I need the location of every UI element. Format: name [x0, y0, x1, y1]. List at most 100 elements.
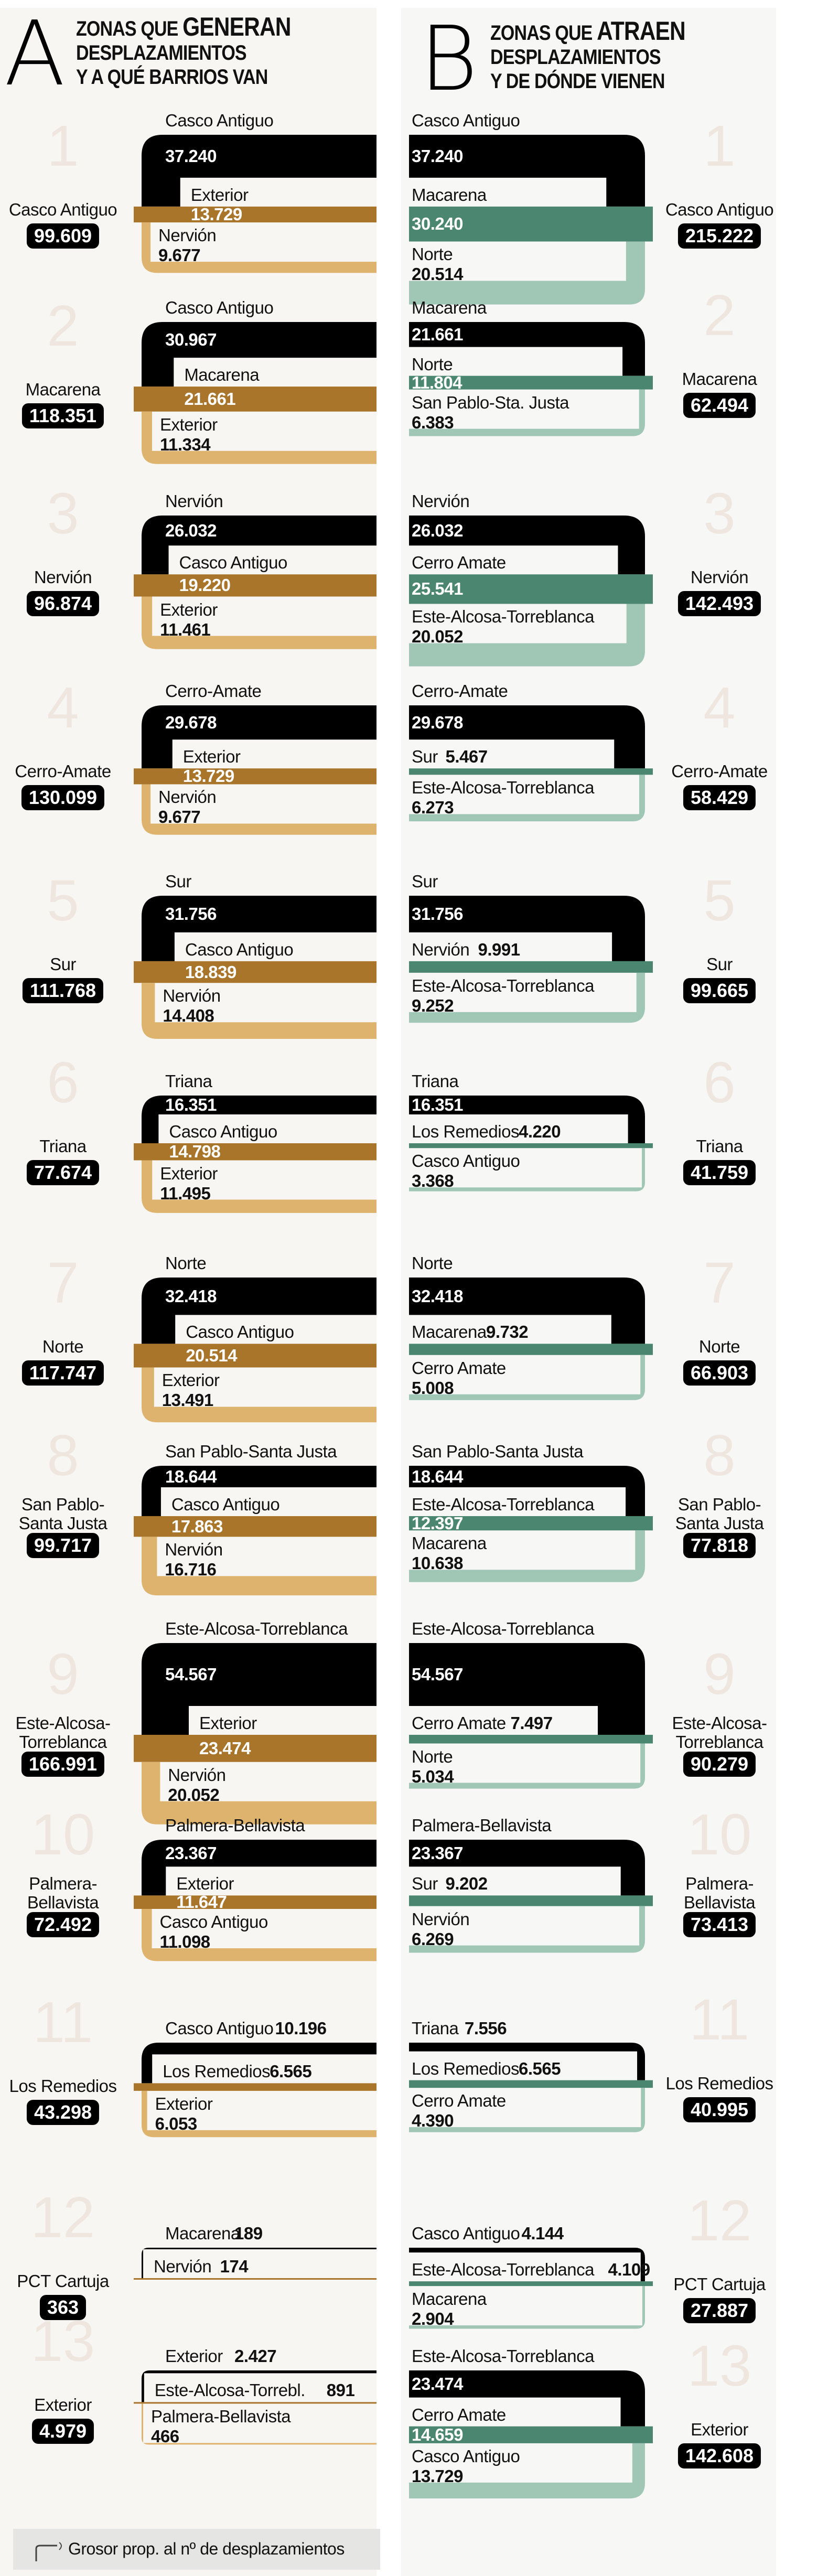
- rank-number: 9: [703, 1642, 736, 1707]
- zone-name: PCT Cartuja: [17, 2271, 109, 2291]
- bottom-flow-value: 3.368: [412, 1171, 454, 1191]
- zone-name: Nervión: [34, 567, 92, 587]
- zone-name: Palmera-Bellavista: [683, 1874, 756, 1913]
- middle-flow-band: [409, 574, 653, 604]
- middle-flow-band: [409, 2281, 653, 2287]
- zone-name: Palmera-Bellavista: [27, 1874, 99, 1913]
- zone-name: PCT Cartuja: [673, 2274, 766, 2294]
- rank-number: 1: [47, 113, 79, 178]
- zone-name: Norte: [698, 1337, 740, 1357]
- zone-total-badge: 215.222: [677, 223, 761, 249]
- middle-flow-value: 30.240: [412, 214, 463, 234]
- top-flow-label: Este-Alcosa-Torreblanca: [165, 1619, 348, 1638]
- rank-number: 13: [30, 2309, 95, 2374]
- middle-flow-band: [409, 1344, 653, 1355]
- top-flow-label: Sur: [165, 872, 191, 891]
- zone-name: Casco Antiguo: [8, 199, 117, 219]
- bottom-flow-band: [409, 1906, 645, 1953]
- zone-total-badge: 130.099: [21, 785, 105, 811]
- panel-b-title: ZONAS QUE ATRAEN DESPLAZAMIENTOS Y DE DÓ…: [490, 18, 686, 93]
- bottom-flow-value: 6.053: [155, 2113, 198, 2133]
- middle-flow-label: Casco Antiguo: [179, 553, 288, 573]
- bottom-flow-label: Norte: [412, 1746, 453, 1766]
- middle-flow-band: [134, 1344, 377, 1368]
- middle-flow-label: Casco Antiguo: [169, 1121, 277, 1141]
- top-flow-band: [409, 2043, 645, 2080]
- middle-flow-band: [134, 2083, 377, 2091]
- top-flow-label: Triana: [412, 2019, 459, 2038]
- top-flow-label: Casco Antiguo: [165, 111, 274, 130]
- middle-flow-band: [134, 574, 377, 597]
- middle-flow-label: Este-Alcosa-Torrebl.: [154, 2380, 306, 2400]
- middle-flow-value: 12.397: [412, 1513, 463, 1533]
- middle-flow-value: 5.467: [445, 747, 488, 767]
- bottom-flow-value: 4.390: [412, 2111, 454, 2131]
- bottom-flow-label: Exterior: [159, 414, 218, 434]
- zone-total-badge: 73.413: [683, 1912, 756, 1938]
- bottom-flow-value: 9.677: [158, 245, 201, 265]
- top-flow-value: 18.644: [165, 1466, 217, 1486]
- bottom-flow-label: Nervión: [168, 1765, 226, 1785]
- bottom-flow-label: Este-Alcosa-Torreblanca: [412, 975, 595, 995]
- middle-flow-value: 14.798: [169, 1142, 221, 1162]
- bottom-flow-label: Cerro Amate: [412, 2091, 506, 2111]
- bottom-flow-label: Macarena: [412, 1533, 487, 1553]
- zone-name: Sur: [706, 954, 733, 974]
- middle-flow-label: Este-Alcosa-Torreblanca: [412, 1495, 595, 1515]
- bottom-flow-label: Casco Antiguo: [412, 1151, 520, 1171]
- middle-flow-value: 20.514: [186, 1345, 238, 1365]
- bottom-flow-band: [142, 411, 377, 464]
- bottom-flow-label: Nervión: [163, 986, 221, 1006]
- middle-flow-label: Cerro Amate: [412, 553, 506, 573]
- rank-number: 12: [687, 2188, 752, 2253]
- bottom-flow-value: 5.008: [412, 1378, 454, 1398]
- top-flow-label: San Pablo-Santa Justa: [165, 1442, 337, 1461]
- top-flow-label: Palmera-Bellavista: [165, 1816, 305, 1835]
- bottom-flow-band: [142, 1160, 377, 1213]
- middle-flow-label: Los Remedios: [163, 2062, 271, 2081]
- zone-name: Triana: [696, 1136, 743, 1156]
- bottom-flow-band: [142, 1762, 377, 1824]
- middle-flow-label: Los Remedios: [412, 2058, 519, 2078]
- bottom-flow-band: [142, 1537, 377, 1596]
- top-flow-label: Casco Antiguo: [165, 2019, 274, 2038]
- bottom-flow-value: 13.729: [412, 2466, 463, 2486]
- zone-total-badge: 118.351: [21, 403, 104, 429]
- top-flow-value: 32.418: [412, 1286, 463, 1306]
- zone-name: Los Remedios: [665, 2073, 773, 2093]
- top-flow-band: [142, 896, 377, 961]
- middle-flow-value: 19.220: [179, 575, 231, 595]
- middle-flow-band: [409, 206, 653, 242]
- bottom-flow-value: 13.491: [162, 1390, 213, 1410]
- bottom-flow-label: Nervión: [412, 1909, 470, 1929]
- top-flow-value: 23.367: [165, 1843, 217, 1863]
- middle-flow-label: Macarena: [412, 185, 487, 205]
- middle-flow-label: Casco Antiguo: [185, 939, 294, 959]
- bottom-flow-label: Este-Alcosa-Torreblanca: [412, 778, 595, 798]
- top-flow-label: San Pablo-Santa Justa: [412, 1442, 584, 1461]
- bottom-flow-value: 11.098: [159, 1932, 211, 1952]
- zone-total-badge: 99.717: [26, 1533, 100, 1559]
- top-flow-band: [409, 2248, 645, 2282]
- middle-flow-value: 7.497: [510, 1713, 553, 1733]
- zone-name: Este-Alcosa-Torreblanca: [672, 1713, 767, 1752]
- zone-total-badge: 99.665: [683, 978, 756, 1003]
- top-flow-band: [142, 1643, 377, 1735]
- rank-number: 6: [703, 1050, 736, 1115]
- middle-flow-band: [134, 387, 377, 412]
- zone-name: Exterior: [691, 2419, 748, 2439]
- title-a-line3: Y A QUÉ BARRIOS VAN: [76, 66, 268, 89]
- top-flow-band: [409, 135, 645, 207]
- middle-flow-band: [409, 961, 653, 973]
- middle-flow-band: [134, 2402, 377, 2404]
- middle-flow-label: Sur: [412, 1874, 438, 1894]
- top-flow-value: 16.351: [412, 1094, 463, 1114]
- middle-flow-value: 18.839: [185, 962, 236, 982]
- top-flow-value: 189: [234, 2224, 263, 2243]
- bottom-flow-band: [142, 1367, 377, 1423]
- rank-number: 11: [33, 1990, 93, 2055]
- middle-flow-label: Cerro Amate: [412, 2405, 506, 2424]
